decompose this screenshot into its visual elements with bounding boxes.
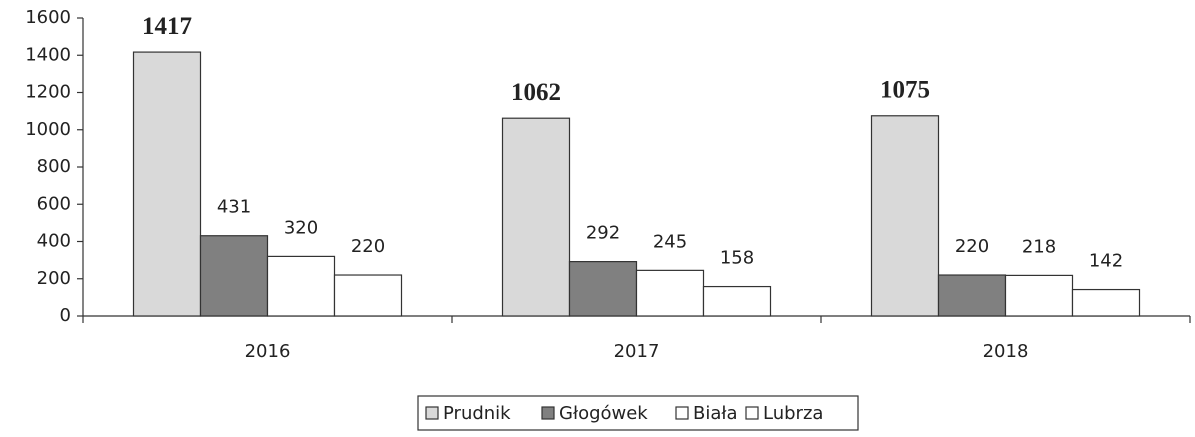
- bar: [635, 269, 705, 317]
- legend-swatch: [745, 406, 759, 420]
- legend-swatch: [675, 406, 689, 420]
- legend-label: Biała: [693, 403, 738, 424]
- y-tick-label: 600: [37, 193, 71, 214]
- y-tick-label: 0: [60, 305, 71, 326]
- bar: [501, 117, 571, 317]
- x-tick-label: 2018: [983, 341, 1029, 362]
- bar: [1071, 288, 1141, 317]
- y-tick-label: 1600: [25, 7, 71, 28]
- legend-box: [417, 395, 859, 431]
- bar: [870, 115, 940, 317]
- data-label: 218: [1022, 236, 1056, 257]
- x-tick-label: 2016: [245, 341, 291, 362]
- bar: [702, 285, 772, 317]
- legend-label: Prudnik: [443, 403, 511, 424]
- y-tick-label: 400: [37, 231, 71, 252]
- data-label: 142: [1089, 251, 1123, 272]
- bar: [199, 235, 269, 317]
- legend-label: Lubrza: [763, 403, 823, 424]
- data-label: 245: [653, 231, 687, 252]
- data-label: 431: [217, 197, 251, 218]
- legend-swatch: [541, 406, 555, 420]
- bar: [266, 255, 336, 317]
- data-label: 220: [351, 236, 385, 257]
- data-label: 220: [955, 236, 989, 257]
- legend-swatch: [425, 406, 439, 420]
- data-label: 1417: [142, 13, 192, 40]
- bar: [568, 261, 638, 317]
- bar: [132, 51, 202, 317]
- bar: [937, 274, 1007, 317]
- bar: [333, 274, 403, 317]
- data-label: 292: [586, 223, 620, 244]
- y-tick-label: 200: [37, 268, 71, 289]
- y-tick-label: 800: [37, 156, 71, 177]
- bar: [1004, 274, 1074, 317]
- data-label: 320: [284, 217, 318, 238]
- x-tick-label: 2017: [614, 341, 660, 362]
- data-label: 1062: [511, 79, 561, 106]
- y-tick-label: 1400: [25, 44, 71, 65]
- data-label: 158: [720, 248, 754, 269]
- legend-label: Głogówek: [559, 403, 648, 424]
- data-label: 1075: [880, 77, 930, 104]
- y-tick-label: 1200: [25, 82, 71, 103]
- y-tick-label: 1000: [25, 119, 71, 140]
